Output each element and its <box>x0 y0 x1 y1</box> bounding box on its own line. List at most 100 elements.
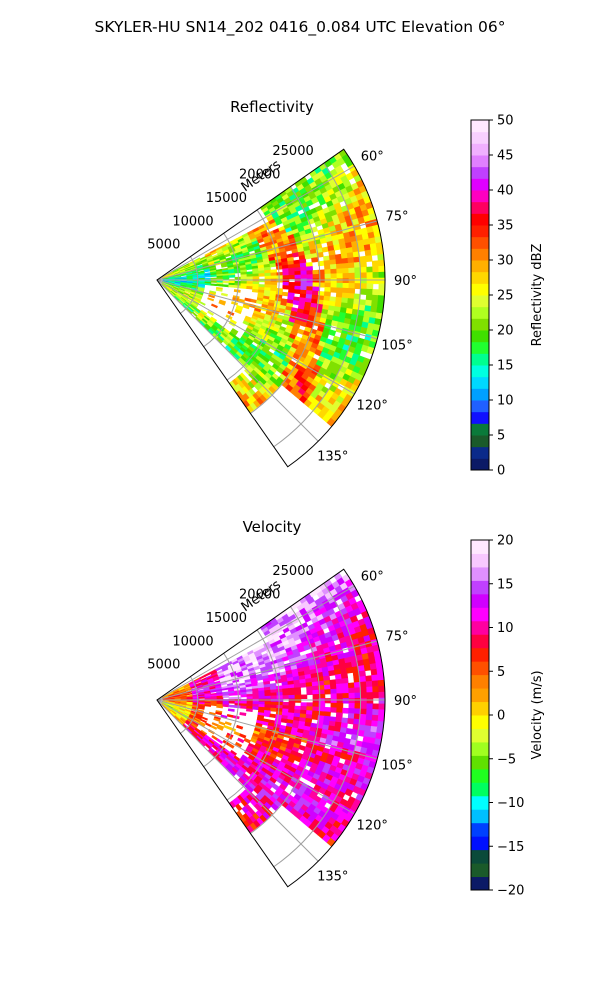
field-cell <box>229 769 237 777</box>
field-cell <box>222 704 230 708</box>
field-cell <box>222 284 230 288</box>
azimuth-tick-label: 75° <box>386 630 409 645</box>
azimuth-tick-label: 90° <box>394 694 417 709</box>
field-cell <box>347 262 355 269</box>
colorbar-segment <box>471 131 489 144</box>
field-cell <box>336 707 344 714</box>
field-cell <box>288 701 296 707</box>
field-cell <box>359 255 367 263</box>
field-cell <box>204 704 212 707</box>
field-cell <box>270 802 279 811</box>
colorbar-tick-label: 15 <box>497 577 514 592</box>
colorbar-segment <box>471 178 489 191</box>
colorbar-segment <box>471 661 489 676</box>
colorbar-segment <box>471 330 489 343</box>
field-cell <box>211 722 219 727</box>
field-cell <box>377 679 385 687</box>
field-cell <box>365 719 373 727</box>
field-cell <box>220 292 228 297</box>
field-cell <box>371 714 379 722</box>
field-cell <box>366 697 374 705</box>
field-cell <box>294 289 301 295</box>
field-cell <box>342 278 350 284</box>
field-cell <box>233 731 241 737</box>
field-cell <box>252 276 260 280</box>
field-cell <box>312 706 320 712</box>
field-cell <box>251 288 259 293</box>
field-cell <box>366 703 374 710</box>
field-cell <box>342 287 350 294</box>
field-cell <box>348 692 356 699</box>
colorbar-tick-label: 30 <box>497 254 514 269</box>
field-cell <box>223 724 231 730</box>
field-cell <box>275 678 283 684</box>
field-cell <box>372 686 380 693</box>
field-cell <box>199 740 206 747</box>
field-cell <box>312 278 320 284</box>
field-cell <box>246 696 254 700</box>
field-cell <box>372 266 380 273</box>
field-cell <box>306 702 314 708</box>
field-cell <box>341 257 349 265</box>
field-cell <box>312 269 320 275</box>
field-cell <box>348 272 356 279</box>
field-cell <box>330 287 338 293</box>
field-cell <box>252 696 260 700</box>
field-cell <box>264 692 272 697</box>
colorbar-segment <box>471 201 489 214</box>
field-cell <box>366 708 374 716</box>
field-cell <box>378 271 386 279</box>
field-cell <box>324 707 332 713</box>
field-cell <box>282 281 290 287</box>
colorbar-segment <box>471 283 489 296</box>
colorbar-segment <box>471 260 489 273</box>
field-cell <box>306 282 314 288</box>
field-cell <box>335 678 343 685</box>
field-cell <box>346 666 354 674</box>
field-cell <box>275 265 283 270</box>
field-cell <box>342 698 350 704</box>
colorbar-segment <box>471 688 489 703</box>
field-cell <box>228 700 236 704</box>
field-cell <box>371 260 379 268</box>
field-cell <box>263 712 271 718</box>
field-cell <box>348 697 356 704</box>
field-cell <box>342 692 350 699</box>
field-cell <box>236 724 244 730</box>
panel-title: Reflectivity <box>230 98 314 116</box>
field-cell <box>312 702 320 708</box>
radial-tick-label: 10000 <box>172 214 213 229</box>
field-cell <box>270 272 278 277</box>
field-cell <box>377 673 385 681</box>
colorbar-tick-label: 25 <box>497 289 514 304</box>
field-cell <box>208 291 216 296</box>
radial-tick-label: 10000 <box>172 634 213 649</box>
colorbar-tick-label: 5 <box>497 665 505 680</box>
field-cell <box>198 301 206 306</box>
range-ring <box>203 233 239 348</box>
field-cell <box>365 255 373 263</box>
field-cell <box>226 714 234 718</box>
field-cell <box>336 688 344 695</box>
colorbar-segment <box>471 411 489 424</box>
field-cell <box>360 283 368 290</box>
sector-outline <box>156 568 386 888</box>
panel-title: Velocity <box>243 518 302 536</box>
field-cell <box>365 714 373 722</box>
field-cell <box>216 738 224 745</box>
azimuth-tick-labels: 60° 75° 90° 105° 120° 135° <box>317 150 417 465</box>
field-cell <box>228 284 236 288</box>
field-cell <box>311 257 319 263</box>
field-cell <box>228 274 236 278</box>
field-cell <box>208 711 216 716</box>
field-cell <box>300 282 308 287</box>
field-cell <box>227 708 235 712</box>
field-cell <box>204 697 212 700</box>
field-cell <box>204 283 212 286</box>
radial-tick-label: 20000 <box>239 168 280 183</box>
colorbar-segment <box>471 306 489 319</box>
field-cell <box>220 714 228 719</box>
colorbar-tick-label: 45 <box>497 149 514 164</box>
colorbar-segment <box>471 225 489 238</box>
field-cell <box>347 257 355 264</box>
